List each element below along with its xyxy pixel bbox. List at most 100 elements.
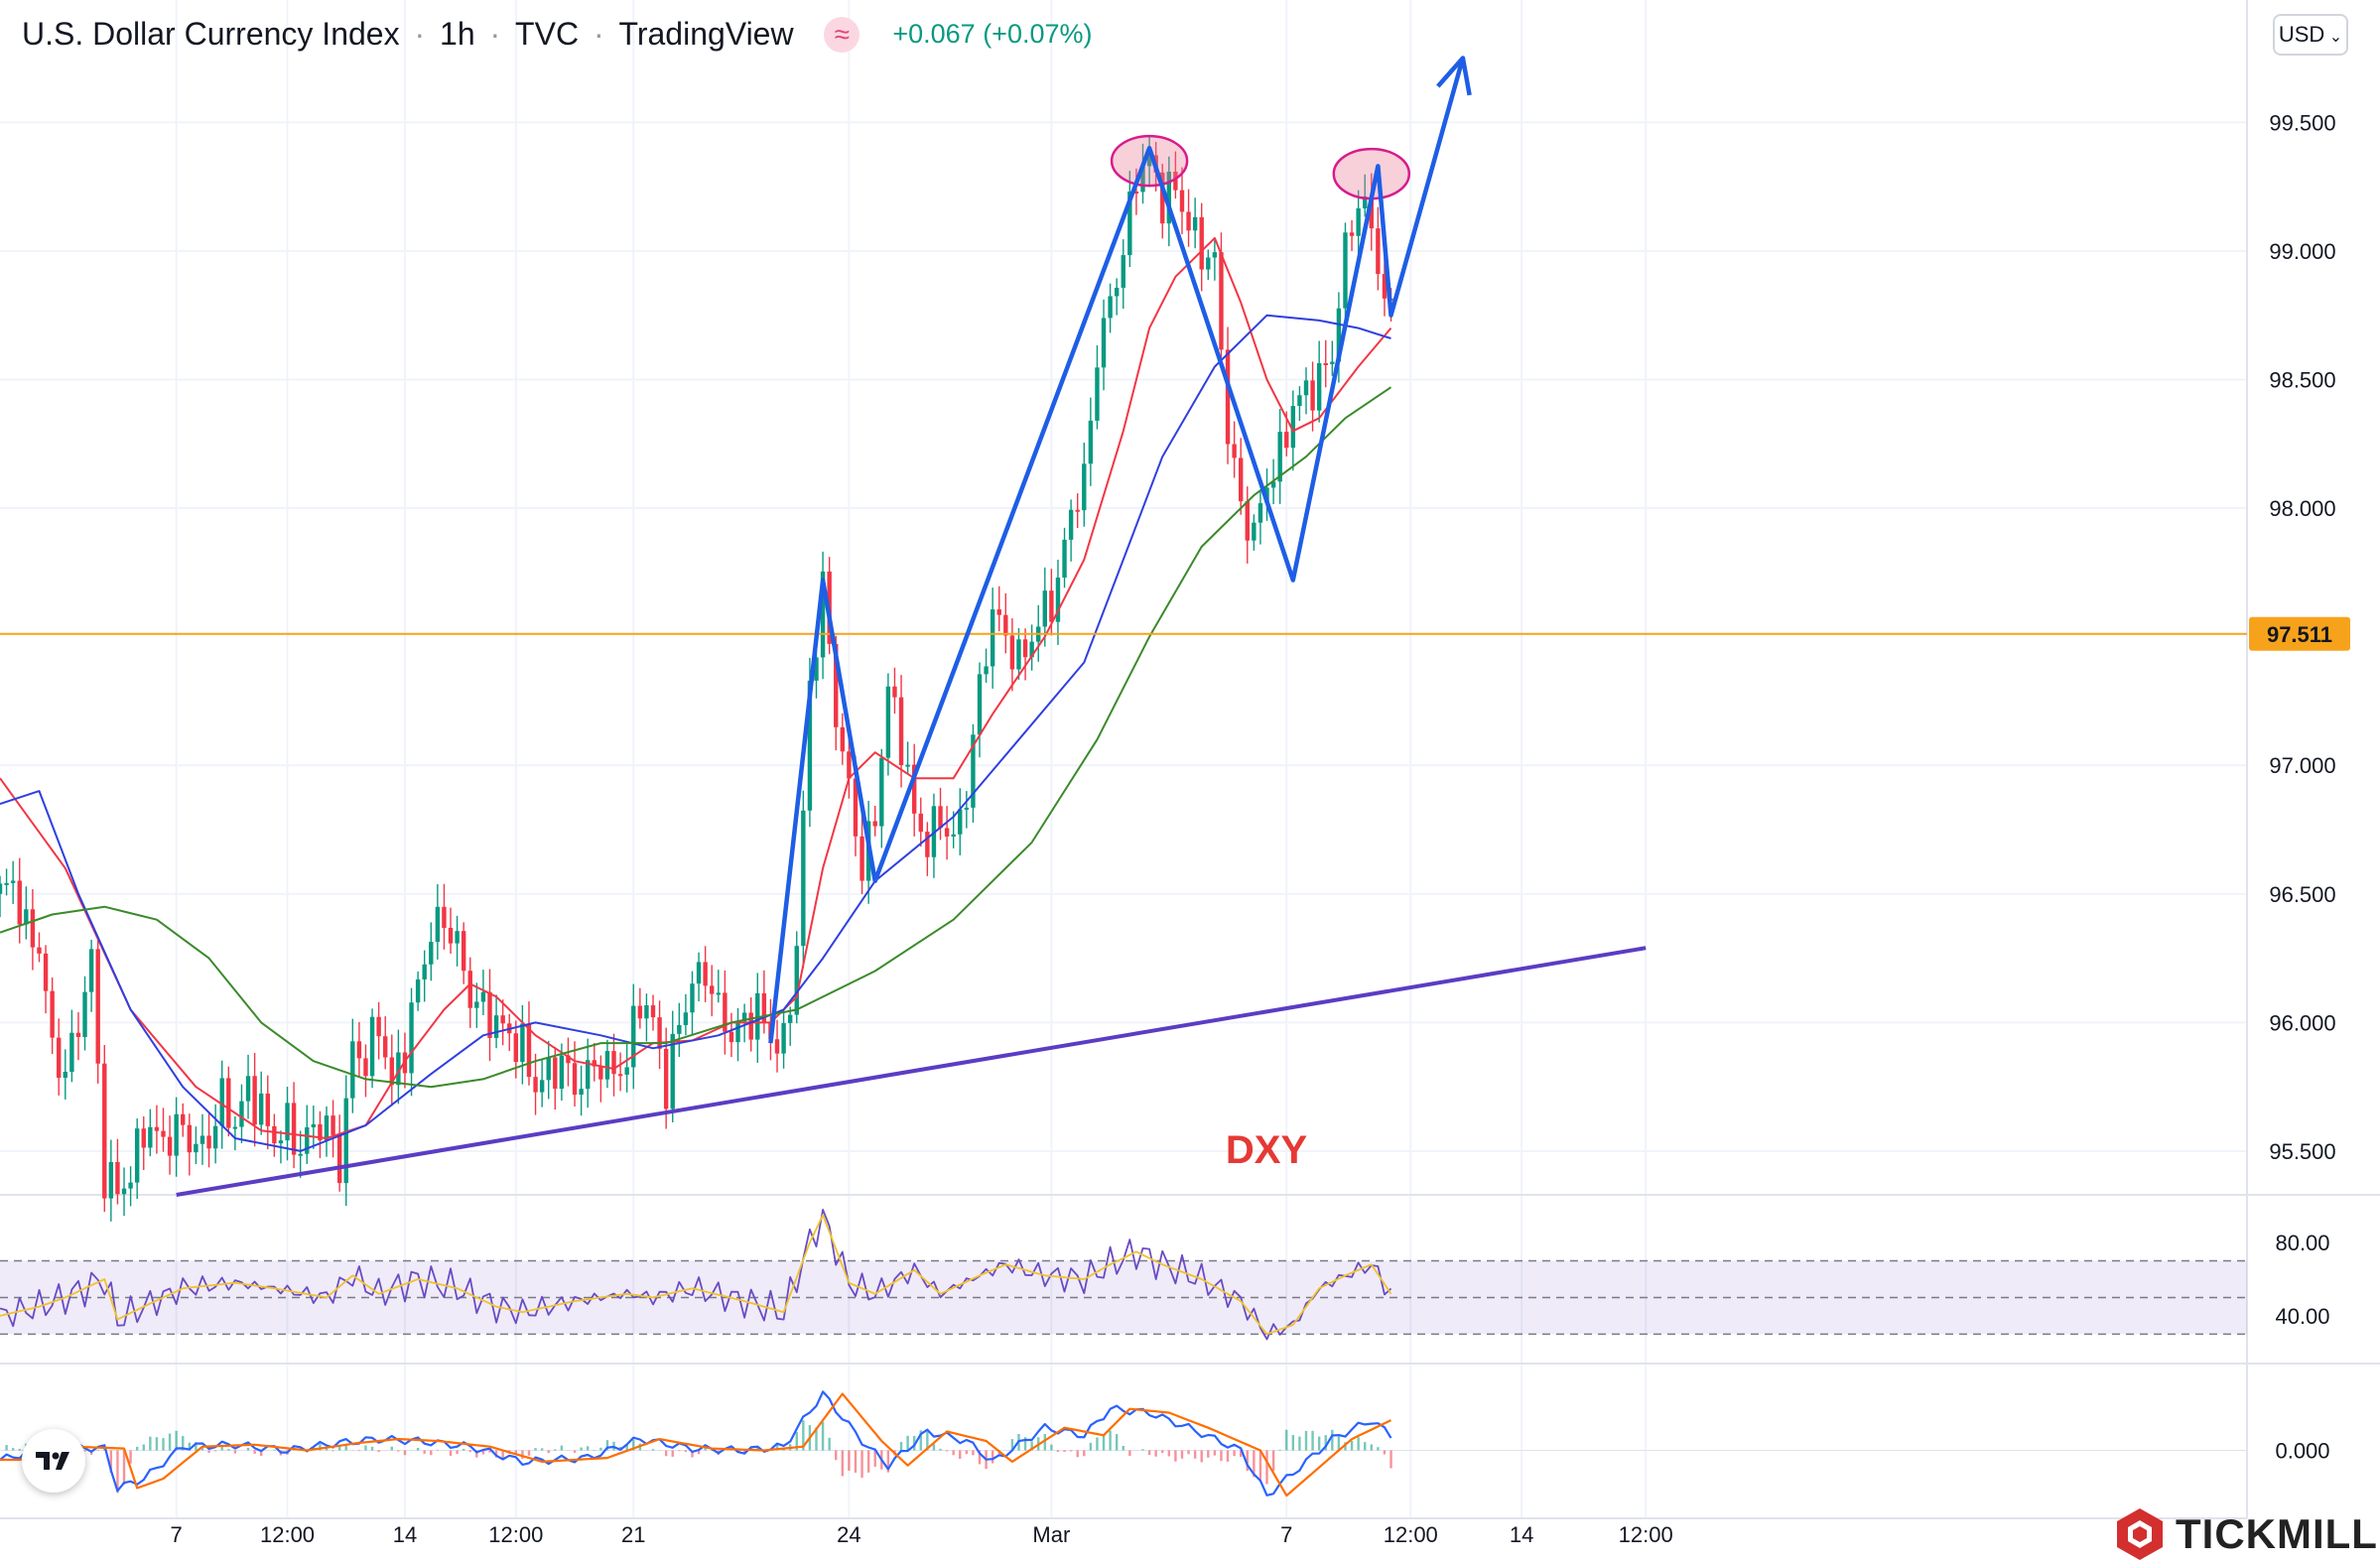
candle-body [415, 978, 421, 1003]
candle-body [75, 1032, 81, 1037]
price-level-tag [2249, 616, 2350, 651]
symbol-name[interactable]: U.S. Dollar Currency Index [22, 16, 400, 53]
candle-body [1146, 155, 1152, 167]
candle-body [1121, 255, 1125, 288]
candle-body [774, 1039, 780, 1054]
candle-body [435, 906, 441, 943]
candle-body [566, 1055, 571, 1064]
candle-body [1082, 463, 1087, 511]
candle-body [572, 1063, 578, 1096]
price-tick-label: 99.000 [2269, 239, 2335, 264]
candle-body [278, 1140, 284, 1144]
candle-body [690, 983, 695, 1013]
candle-body [670, 1033, 675, 1109]
candle-body [350, 1041, 355, 1099]
candle-body [1336, 308, 1342, 362]
time-tick-label: 7 [171, 1522, 183, 1547]
candle-body [533, 1077, 538, 1093]
interval-label[interactable]: 1h [440, 16, 475, 53]
candle-body [787, 1014, 793, 1023]
candle-body [219, 1078, 224, 1126]
candle-body [141, 1128, 146, 1148]
candle-body [663, 1048, 669, 1109]
candle-body [958, 809, 963, 835]
candle-body [1029, 641, 1034, 658]
tradingview-logo-icon[interactable] [22, 1429, 85, 1493]
candle-body [10, 880, 16, 883]
rsi-pane [0, 1209, 2247, 1341]
candle-body [154, 1126, 160, 1131]
candle-body [1245, 501, 1250, 541]
candle-body [520, 1023, 525, 1063]
candle-body [1257, 503, 1263, 523]
candle-body [108, 1161, 114, 1199]
candle-body [912, 764, 917, 814]
arrow-head [1436, 56, 1472, 96]
zigzag-pattern-line [768, 57, 1466, 1044]
currency-select[interactable]: USD ⌄ [2273, 14, 2348, 56]
candle-body [938, 806, 943, 829]
candle-body [546, 1057, 551, 1081]
candle-body [807, 680, 813, 811]
macd-pane [0, 1390, 2247, 1498]
candle-body [500, 1015, 505, 1024]
candle-body [559, 1055, 565, 1090]
candle-body [964, 807, 970, 810]
candle-body [553, 1057, 558, 1090]
candle-body [644, 1005, 649, 1019]
candle-body [285, 1103, 290, 1141]
candle-body [1192, 216, 1198, 231]
candle-body [650, 1005, 656, 1018]
candle-body [1055, 578, 1061, 622]
tilde-badge-icon[interactable]: ≈ [824, 16, 860, 53]
candle-body [336, 1134, 342, 1184]
candle-body [1140, 166, 1145, 193]
candle-body [1133, 192, 1139, 195]
candle-body [1219, 252, 1224, 350]
candle-body [624, 1067, 629, 1075]
rsi-band-fill [0, 1260, 2247, 1335]
candle-body [1363, 196, 1368, 208]
candle-body [1003, 614, 1008, 636]
tickmill-logo: TICKMILL [2114, 1506, 2378, 1562]
separator: · [593, 16, 604, 53]
candle-body [467, 971, 472, 1008]
candle-body [1068, 509, 1074, 540]
candle-body [1297, 395, 1302, 407]
candle-body [918, 813, 923, 833]
candle-body [840, 726, 846, 752]
candle-body [63, 1072, 67, 1079]
candle-body [487, 991, 492, 1038]
candle-body [422, 964, 427, 979]
candle-body [879, 757, 884, 827]
candle-body [710, 985, 715, 994]
rsi-ma-line [0, 1214, 1392, 1336]
candle-body [356, 1041, 362, 1059]
candle-body [383, 1036, 388, 1058]
candle-body [1212, 252, 1218, 258]
candle-body [1310, 380, 1315, 411]
candle-body [69, 1032, 74, 1073]
candle-body [4, 882, 9, 885]
price-level-label: 97.511 [2267, 622, 2332, 647]
candle-body [1160, 172, 1165, 224]
axis-labels: 99.500 99.000 98.500 98.000 97.000 96.500 96.0… [171, 110, 2350, 1547]
rsi-tick-label: 40.00 [2275, 1304, 2329, 1329]
candle-body [1173, 171, 1178, 191]
candle-body [1270, 481, 1276, 488]
candle-body [539, 1080, 545, 1093]
candle-body [741, 1012, 747, 1022]
candle-body [24, 909, 29, 925]
candle-body [1284, 432, 1289, 449]
candle-body [1206, 257, 1211, 270]
candle-body [376, 1016, 381, 1037]
price-tick-label: 95.500 [2269, 1139, 2335, 1164]
time-tick-label: 21 [621, 1522, 645, 1547]
candle-body [448, 927, 454, 944]
candle-body [102, 1063, 107, 1199]
support-trendline [176, 946, 1647, 1197]
candle-body [474, 1001, 479, 1008]
price-change: +0.067 (+0.07%) [892, 19, 1093, 50]
candle-body [272, 1125, 277, 1144]
